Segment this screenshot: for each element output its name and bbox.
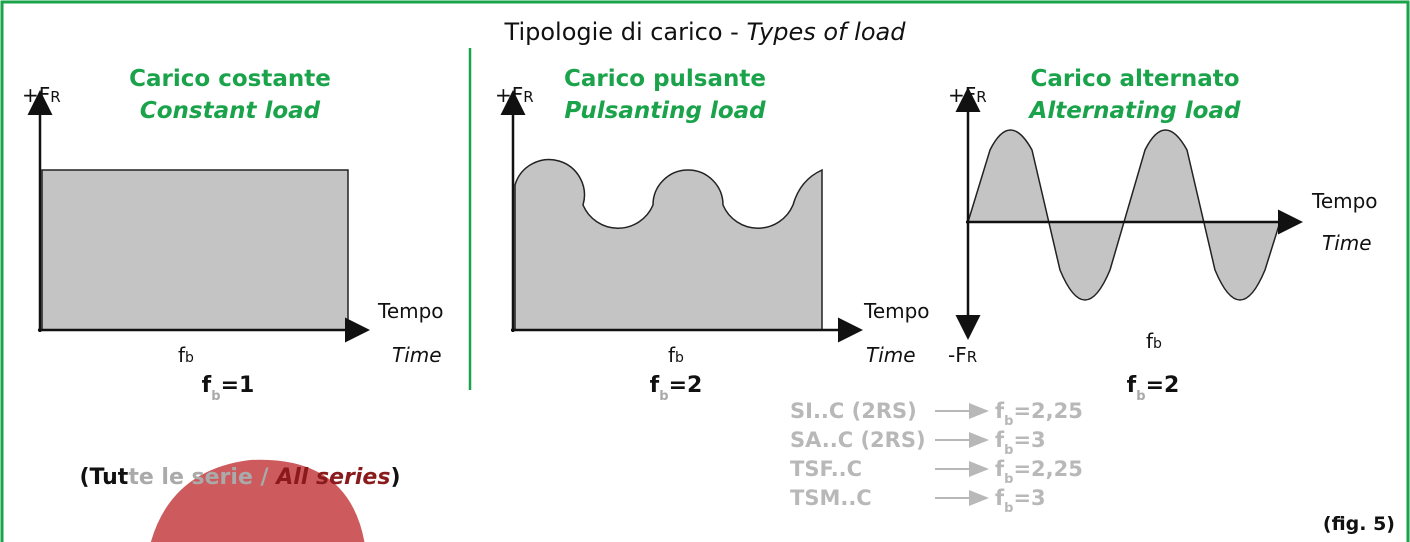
load-shape [966, 129, 1282, 301]
row-sub: b [1004, 443, 1013, 458]
y-label-neg: -FR [948, 343, 977, 367]
x-label-en: Time [866, 343, 916, 367]
row-sub: b [1004, 472, 1013, 487]
heading: Carico costante [129, 66, 331, 92]
row-value: fb=2,25 [995, 399, 1083, 429]
row-num: =2,25 [1013, 399, 1082, 423]
x-label-en: Time [1322, 231, 1372, 255]
row-f: f [995, 457, 1005, 481]
title-it: Tipologie di carico - [504, 18, 739, 46]
row-code: SA..C (2RS) [790, 428, 926, 452]
formula: fb=1 [202, 373, 255, 404]
heading: Carico pulsante [564, 66, 766, 92]
load-shape [41, 169, 349, 331]
fig-label: (fig. 5) [1323, 513, 1395, 535]
title-en: Types of load [746, 18, 906, 46]
blob [150, 459, 365, 542]
y-label: +FR [22, 83, 61, 107]
x-label: Tempo [377, 299, 444, 323]
row-value: fb=2,25 [995, 457, 1083, 487]
heading: Constant load [140, 98, 321, 124]
note: (Tutte le serie / All series) [80, 465, 401, 490]
row-num: =3 [1013, 428, 1045, 452]
row-code: TSM..C [790, 486, 872, 510]
row-f: f [995, 486, 1005, 510]
formula: fb=2 [1127, 373, 1180, 404]
row-code: SI..C (2RS) [790, 399, 917, 423]
row-code: TSF..C [790, 457, 862, 481]
axis-label: fb [178, 343, 194, 367]
row-sub: b [1004, 414, 1013, 429]
x-label-en: Time [392, 343, 442, 367]
heading: Alternating load [1028, 98, 1241, 124]
x-label: Tempo [863, 299, 930, 323]
x-label: Tempo [1311, 189, 1378, 213]
row-value: fb=3 [995, 486, 1046, 516]
axis-label: fb [1146, 329, 1162, 353]
heading: Pulsanting load [564, 98, 766, 124]
title: Tipologie di carico - Types of load [504, 18, 907, 46]
row-num: =2,25 [1013, 457, 1082, 481]
row-sub: b [1004, 501, 1013, 516]
row-f: f [995, 399, 1005, 423]
row-num: =3 [1013, 486, 1045, 510]
load-shape [514, 158, 823, 331]
heading: Carico alternato [1030, 66, 1239, 92]
formula: fb=2 [650, 373, 703, 404]
row-f: f [995, 428, 1005, 452]
row-value: fb=3 [995, 428, 1046, 458]
axis-label: fb [668, 343, 684, 367]
y-label: +FR [495, 83, 534, 107]
